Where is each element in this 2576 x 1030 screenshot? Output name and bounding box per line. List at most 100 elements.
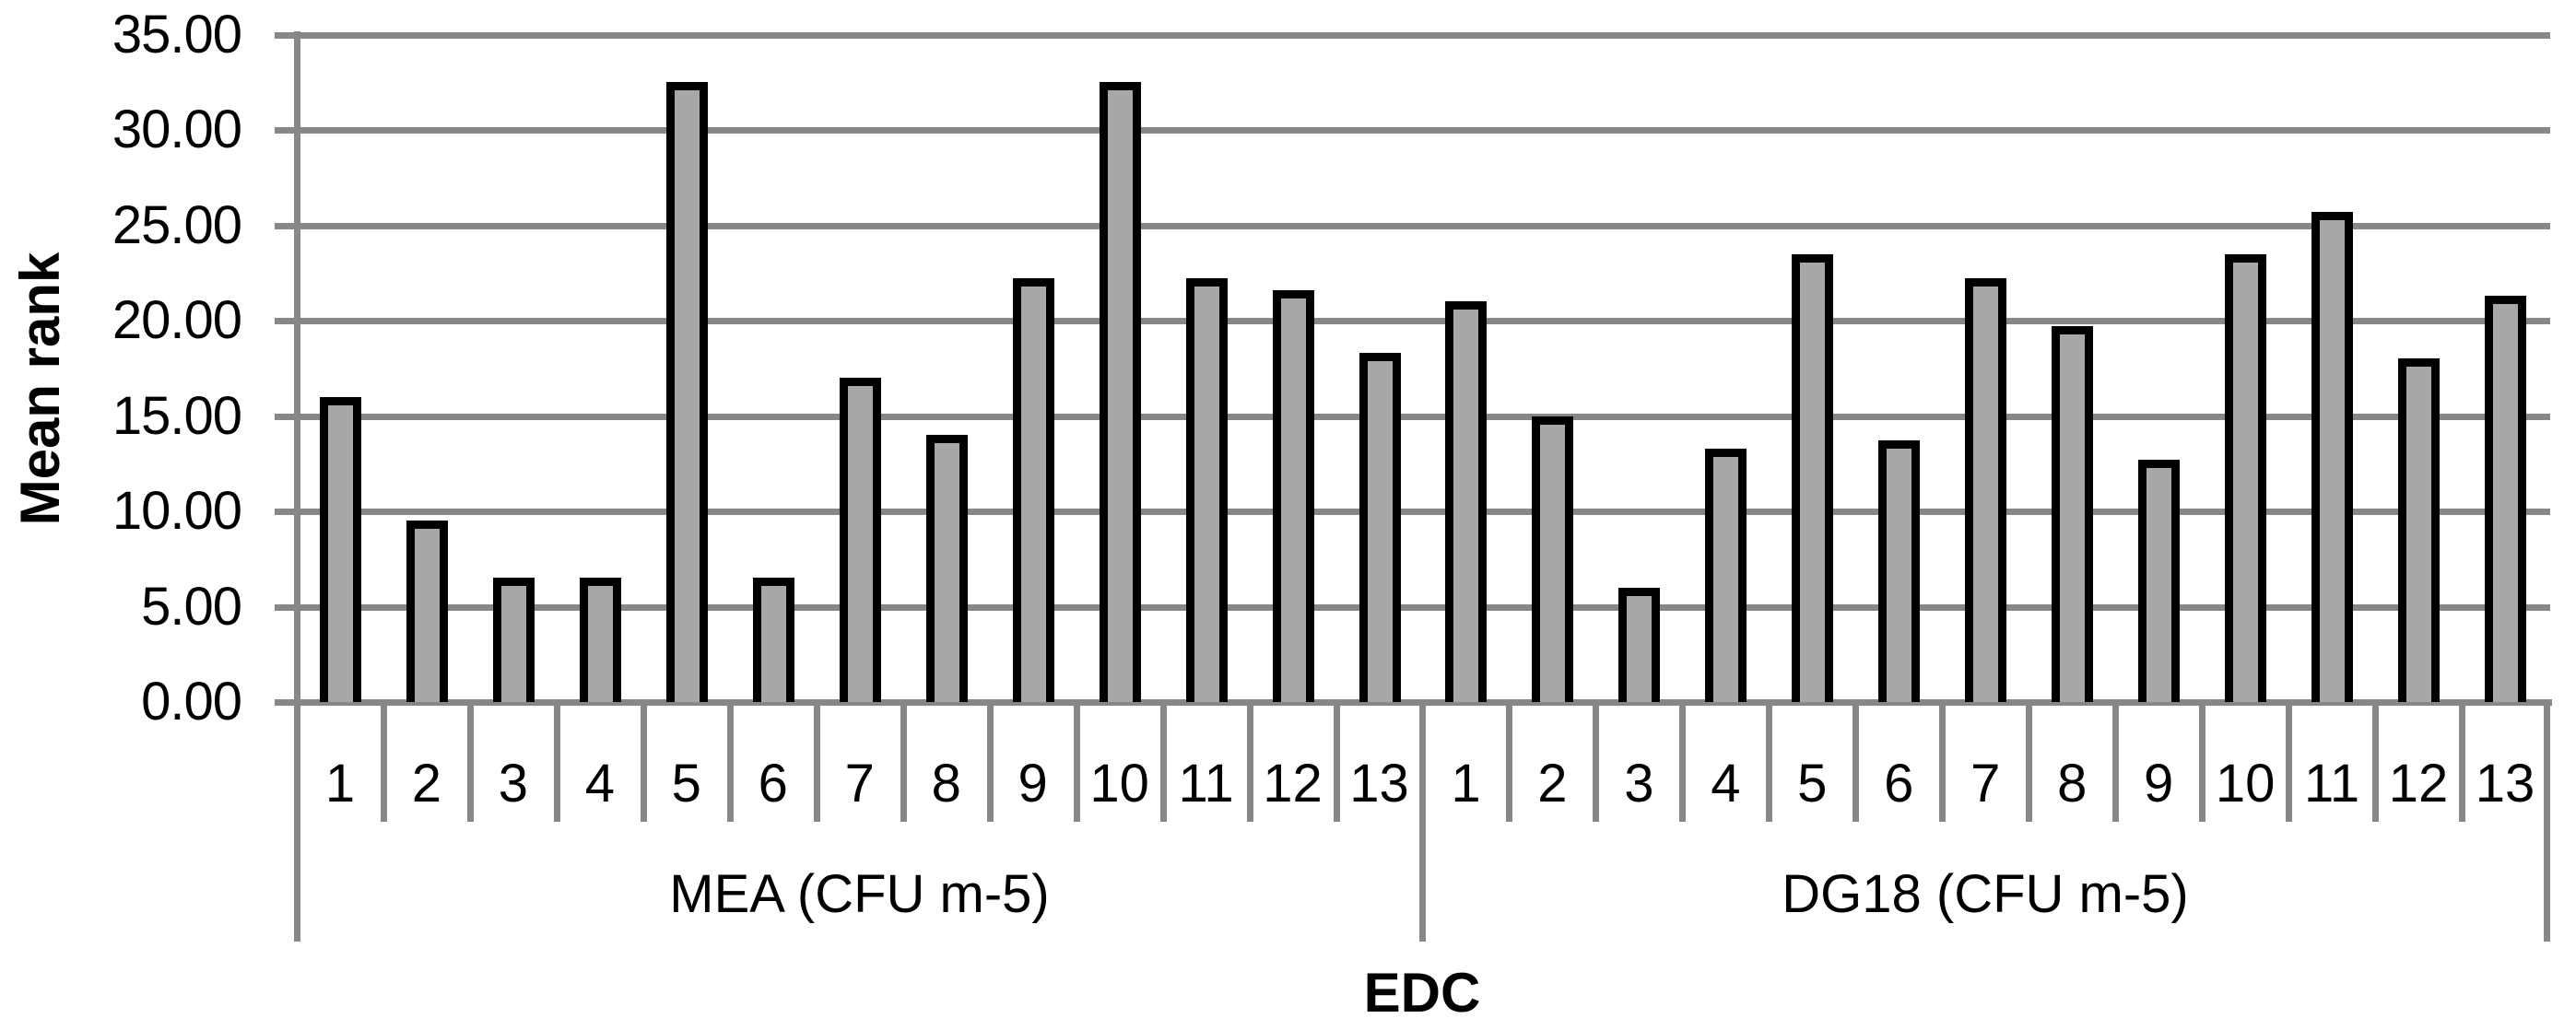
category-label: 7 [844, 754, 875, 813]
y-axis-tick [275, 222, 297, 229]
category-divider [2112, 702, 2120, 822]
group-label: MEA (CFU m-5) [669, 864, 1050, 924]
y-axis-tick [275, 127, 297, 134]
category-label: 3 [1624, 754, 1654, 813]
category-divider [2026, 702, 2033, 822]
bar [1185, 278, 1228, 702]
bar [752, 578, 794, 702]
bar [2311, 212, 2354, 702]
group-divider [1419, 702, 1426, 942]
y-tick-label: 0.00 [141, 672, 242, 732]
category-label: 8 [2057, 754, 2088, 813]
category-label: 5 [1797, 754, 1828, 813]
gridline [297, 318, 2550, 324]
bar [1618, 587, 1661, 702]
y-tick-label: 20.00 [112, 290, 242, 350]
group-label: DG18 (CFU m-5) [1782, 864, 2189, 924]
gridline [297, 509, 2550, 515]
bar [1012, 278, 1054, 702]
category-label: 9 [1017, 754, 1048, 813]
category-divider [1766, 702, 1773, 822]
bar [406, 521, 448, 702]
category-label: 11 [2303, 754, 2360, 813]
y-axis-line [294, 31, 300, 942]
category-label: 12 [1263, 754, 1323, 813]
y-axis-tick [275, 413, 297, 420]
bar [2138, 460, 2181, 702]
category-divider [1073, 702, 1080, 822]
bar [1272, 289, 1314, 702]
category-divider [1679, 702, 1687, 822]
category-divider [466, 702, 474, 822]
category-divider [1506, 702, 1513, 822]
category-label: 11 [1178, 754, 1234, 813]
y-axis-tick [275, 509, 297, 515]
y-tick-label: 10.00 [112, 481, 242, 541]
y-axis-tick [275, 31, 297, 39]
bar [2052, 326, 2094, 702]
category-label: 3 [498, 754, 529, 813]
category-divider [726, 702, 734, 822]
bar [925, 435, 968, 702]
bar [665, 82, 708, 702]
category-label: 13 [1349, 754, 1409, 813]
category-divider [1159, 702, 1167, 822]
category-divider [1333, 702, 1340, 822]
category-label: 9 [2144, 754, 2174, 813]
bar [492, 578, 535, 702]
group-divider [2544, 702, 2550, 942]
bar [1705, 448, 1747, 702]
y-tick-label: 15.00 [112, 385, 242, 446]
bar [579, 578, 621, 702]
category-label: 12 [2388, 754, 2449, 813]
gridline [297, 222, 2550, 229]
category-divider [986, 702, 994, 822]
y-tick-label: 35.00 [112, 4, 242, 64]
category-label: 2 [1537, 754, 1568, 813]
y-axis-title: Mean rank [9, 252, 71, 526]
category-divider [2459, 702, 2466, 822]
category-label: 7 [1970, 754, 2001, 813]
category-divider [2372, 702, 2380, 822]
bar [1532, 416, 1574, 702]
bar [1359, 353, 1401, 702]
bar [1445, 301, 1488, 702]
category-divider [1853, 702, 1860, 822]
bar [2398, 358, 2441, 702]
category-label: 4 [584, 754, 615, 813]
category-label: 5 [671, 754, 701, 813]
category-divider [380, 702, 387, 822]
category-divider [900, 702, 907, 822]
bar [1878, 440, 1921, 702]
y-tick-label: 25.00 [112, 194, 242, 255]
x-axis-title: EDC [1363, 962, 1481, 1024]
category-divider [2286, 702, 2293, 822]
category-divider [640, 702, 647, 822]
gridline [297, 413, 2550, 420]
gridline [297, 603, 2550, 611]
category-label: 10 [1089, 754, 1149, 813]
category-divider [2199, 702, 2206, 822]
gridline [297, 127, 2550, 134]
category-label: 8 [931, 754, 961, 813]
category-label: 6 [758, 754, 788, 813]
category-divider [1939, 702, 1947, 822]
bar [2225, 253, 2267, 702]
bar [1792, 253, 1834, 702]
bar [1965, 278, 2007, 702]
category-label: 4 [1711, 754, 1741, 813]
bar [2485, 296, 2527, 702]
y-tick-label: 30.00 [112, 99, 242, 159]
bar [839, 378, 881, 702]
bar [1099, 82, 1141, 702]
gridline [297, 31, 2550, 39]
category-label: 10 [2215, 754, 2276, 813]
category-label: 6 [1884, 754, 1914, 813]
y-axis-tick [275, 318, 297, 324]
category-label: 2 [411, 754, 442, 813]
category-label: 13 [2475, 754, 2535, 813]
bar [319, 396, 361, 702]
category-divider [813, 702, 820, 822]
category-divider [1593, 702, 1600, 822]
